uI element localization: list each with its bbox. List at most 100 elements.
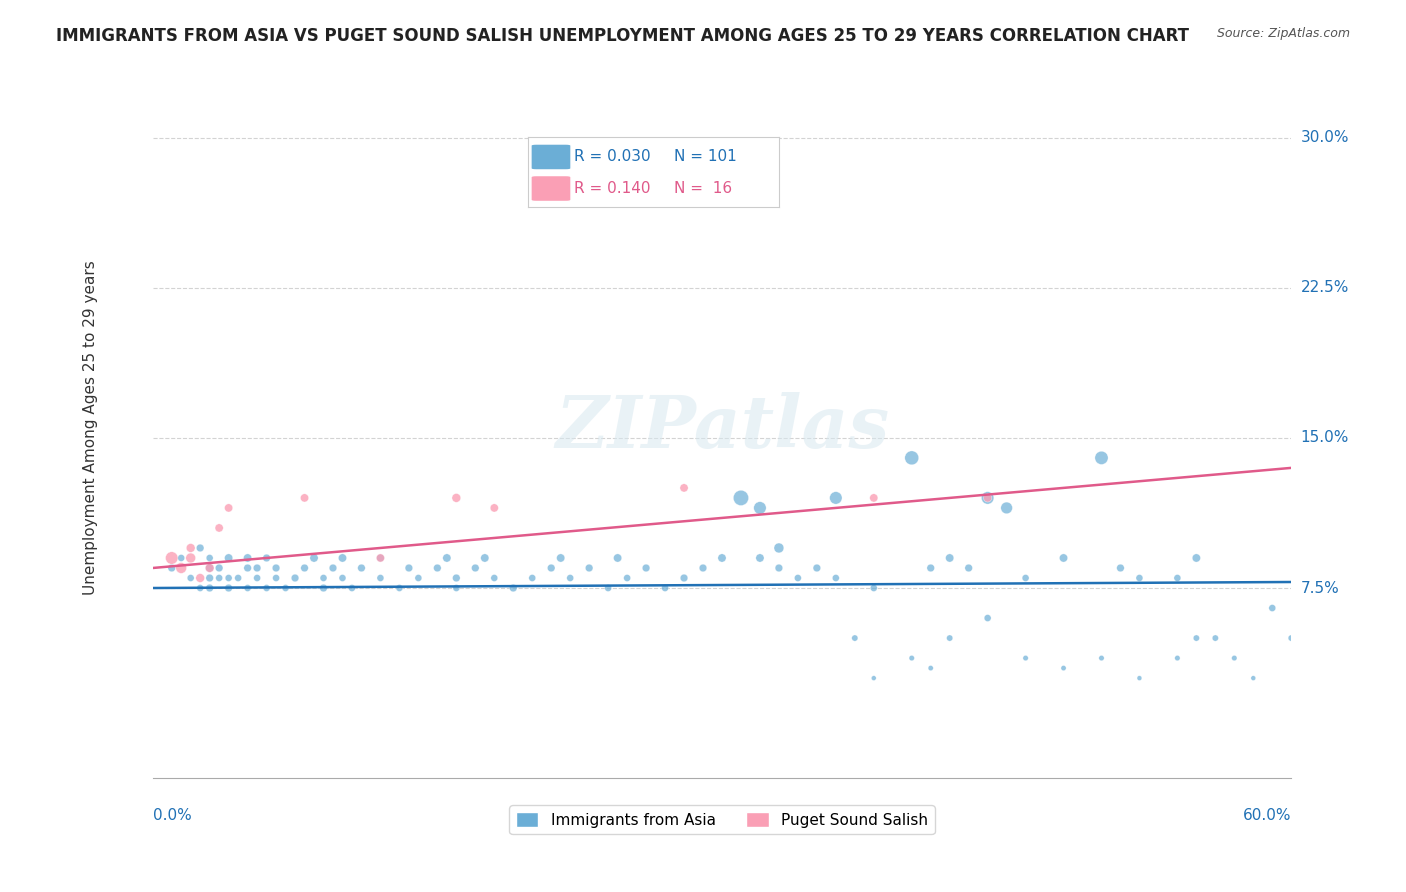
Point xyxy=(436,551,458,566)
Point xyxy=(900,450,922,465)
Point xyxy=(218,571,240,585)
Point xyxy=(636,561,658,575)
Point xyxy=(474,551,496,566)
Point xyxy=(246,571,269,585)
Point xyxy=(188,581,211,595)
Point xyxy=(1090,651,1112,665)
Point xyxy=(294,491,316,505)
Point xyxy=(180,571,202,585)
Point xyxy=(1109,561,1132,575)
Point xyxy=(208,521,231,535)
Point xyxy=(198,551,221,566)
Point xyxy=(370,551,392,566)
Point xyxy=(332,571,354,585)
Text: Source: ZipAtlas.com: Source: ZipAtlas.com xyxy=(1216,27,1350,40)
Point xyxy=(198,571,221,585)
Point xyxy=(768,561,790,575)
Point xyxy=(388,581,411,595)
Point xyxy=(446,581,468,595)
Text: ZIPatlas: ZIPatlas xyxy=(555,392,889,463)
Point xyxy=(1223,651,1246,665)
Point xyxy=(264,571,287,585)
Point xyxy=(236,581,259,595)
Point xyxy=(748,500,770,515)
Point xyxy=(824,571,846,585)
Point xyxy=(398,561,420,575)
Point xyxy=(1128,571,1150,585)
Point xyxy=(218,551,240,566)
Point xyxy=(312,581,335,595)
Point xyxy=(578,561,600,575)
Point xyxy=(606,551,628,566)
Point xyxy=(1052,661,1074,675)
Point xyxy=(1185,631,1208,645)
Point xyxy=(198,561,221,575)
Point xyxy=(862,581,884,595)
Point xyxy=(236,551,259,566)
Text: 7.5%: 7.5% xyxy=(1301,581,1340,596)
Point xyxy=(464,561,486,575)
Point xyxy=(560,571,582,585)
Point xyxy=(264,561,287,575)
Point xyxy=(198,561,221,575)
Point xyxy=(844,631,866,645)
Text: 0.0%: 0.0% xyxy=(153,808,191,823)
Point xyxy=(920,561,942,575)
Point xyxy=(1261,601,1284,615)
Point xyxy=(350,561,373,575)
Point xyxy=(408,571,430,585)
Point xyxy=(208,571,231,585)
Point xyxy=(218,500,240,515)
Point xyxy=(426,561,449,575)
Point xyxy=(218,581,240,595)
Point xyxy=(560,140,582,154)
Text: 30.0%: 30.0% xyxy=(1301,130,1350,145)
Text: IMMIGRANTS FROM ASIA VS PUGET SOUND SALISH UNEMPLOYMENT AMONG AGES 25 TO 29 YEAR: IMMIGRANTS FROM ASIA VS PUGET SOUND SALI… xyxy=(56,27,1189,45)
Point xyxy=(550,551,572,566)
Point xyxy=(256,551,278,566)
Point xyxy=(786,571,808,585)
Point xyxy=(332,551,354,566)
Point xyxy=(188,541,211,555)
Point xyxy=(1014,651,1036,665)
Point xyxy=(730,491,752,505)
Point xyxy=(302,551,325,566)
Point xyxy=(160,561,183,575)
Point xyxy=(208,561,231,575)
Point xyxy=(824,491,846,505)
Point xyxy=(1014,571,1036,585)
Text: 60.0%: 60.0% xyxy=(1243,808,1291,823)
Point xyxy=(322,561,344,575)
Point xyxy=(522,571,544,585)
Point xyxy=(226,571,249,585)
Point xyxy=(598,581,620,595)
Point xyxy=(180,551,202,566)
Point xyxy=(294,561,316,575)
Point xyxy=(170,551,193,566)
Point xyxy=(1204,631,1226,645)
Point xyxy=(256,581,278,595)
Point xyxy=(160,551,183,566)
Point xyxy=(1052,551,1074,566)
Point xyxy=(1128,671,1150,685)
Point xyxy=(370,551,392,566)
Point xyxy=(976,491,998,505)
Point xyxy=(312,571,335,585)
Point xyxy=(673,571,696,585)
Point xyxy=(692,561,714,575)
Point xyxy=(274,581,297,595)
Point xyxy=(938,551,960,566)
Point xyxy=(1090,450,1112,465)
Point xyxy=(188,571,211,585)
Point xyxy=(446,571,468,585)
Text: 15.0%: 15.0% xyxy=(1301,430,1350,445)
Point xyxy=(236,561,259,575)
Point xyxy=(484,571,506,585)
Point xyxy=(711,551,734,566)
Point xyxy=(862,491,884,505)
Point xyxy=(170,561,193,575)
Text: Unemployment Among Ages 25 to 29 years: Unemployment Among Ages 25 to 29 years xyxy=(83,260,97,595)
Point xyxy=(938,631,960,645)
Point xyxy=(446,491,468,505)
Point xyxy=(920,661,942,675)
